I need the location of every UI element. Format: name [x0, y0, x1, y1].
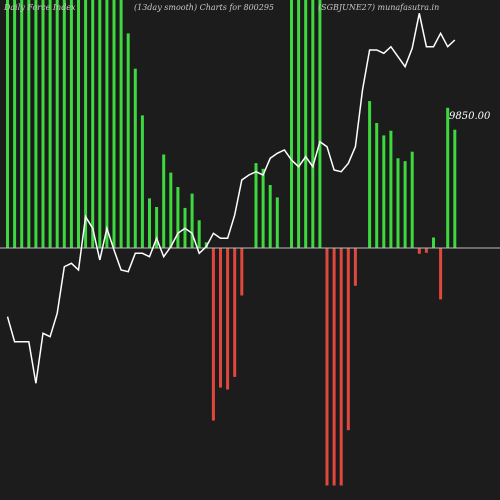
force-bar-negative	[219, 248, 222, 388]
force-bar-positive	[162, 154, 166, 248]
force-bar-positive	[126, 33, 130, 249]
force-bar-positive	[311, 0, 315, 248]
force-bar-negative	[325, 248, 329, 486]
force-bar-positive	[389, 130, 393, 248]
force-bar-positive	[297, 0, 301, 248]
force-bar-positive	[382, 135, 386, 248]
force-bar-positive	[368, 101, 372, 248]
force-bar-positive	[13, 0, 17, 248]
force-bar-positive	[69, 0, 73, 248]
force-bar-positive	[155, 207, 159, 248]
force-bar-positive	[41, 0, 45, 248]
force-bar-positive	[91, 0, 95, 248]
force-bar-positive	[403, 161, 407, 248]
force-bar-positive	[48, 0, 52, 248]
force-bar-negative	[417, 248, 421, 254]
force-bar-positive	[77, 0, 80, 248]
force-bar-negative	[439, 248, 443, 300]
force-bar-positive	[410, 151, 414, 248]
force-bar-positive	[98, 0, 102, 248]
force-bar-positive	[169, 172, 173, 248]
force-bar-negative	[346, 248, 350, 431]
chart-header-left: Daily Force Index	[4, 3, 76, 12]
force-bar-positive	[453, 129, 457, 248]
force-bar-positive	[446, 107, 450, 248]
force-bar-positive	[112, 0, 116, 248]
last-price-label: 9850.00	[449, 111, 491, 122]
force-bar-positive	[148, 198, 151, 248]
force-bar-positive	[432, 237, 435, 248]
force-bar-positive	[318, 0, 322, 248]
force-bar-negative	[226, 248, 230, 390]
chart-header-middle: (13day smooth) Charts for 800295	[134, 3, 275, 12]
force-bar-positive	[84, 0, 88, 248]
force-bar-negative	[339, 248, 343, 486]
force-bar-negative	[332, 248, 336, 486]
force-bar-positive	[105, 0, 109, 248]
force-bar-positive	[268, 185, 272, 248]
force-bar-positive	[133, 68, 137, 248]
force-bar-positive	[62, 0, 66, 248]
force-bar-positive	[290, 0, 293, 248]
force-bar-negative	[424, 248, 428, 253]
force-bar-positive	[140, 115, 144, 249]
force-bar-positive	[34, 0, 38, 248]
force-bar-positive	[375, 123, 379, 248]
price-line	[6, 13, 456, 384]
force-bar-positive	[119, 0, 123, 248]
force-bar-negative	[353, 248, 357, 286]
force-bar-positive	[176, 187, 180, 248]
force-bar-positive	[6, 0, 9, 248]
chart-header-right: (SGBJUNE27) munafasutra.in	[318, 3, 440, 12]
force-bar-positive	[55, 0, 59, 248]
force-bar-positive	[261, 168, 265, 248]
force-bar-negative	[211, 248, 215, 421]
force-bar-positive	[20, 0, 24, 248]
force-bar-positive	[254, 163, 258, 248]
force-bar-positive	[27, 0, 31, 248]
force-bar-positive	[396, 158, 400, 248]
force-bar-positive	[275, 197, 279, 248]
force-bar-positive	[197, 220, 201, 248]
force-bar-negative	[240, 248, 244, 296]
force-bar-positive	[190, 193, 194, 248]
force-bar-negative	[233, 248, 237, 377]
force-bar-positive	[304, 0, 308, 248]
